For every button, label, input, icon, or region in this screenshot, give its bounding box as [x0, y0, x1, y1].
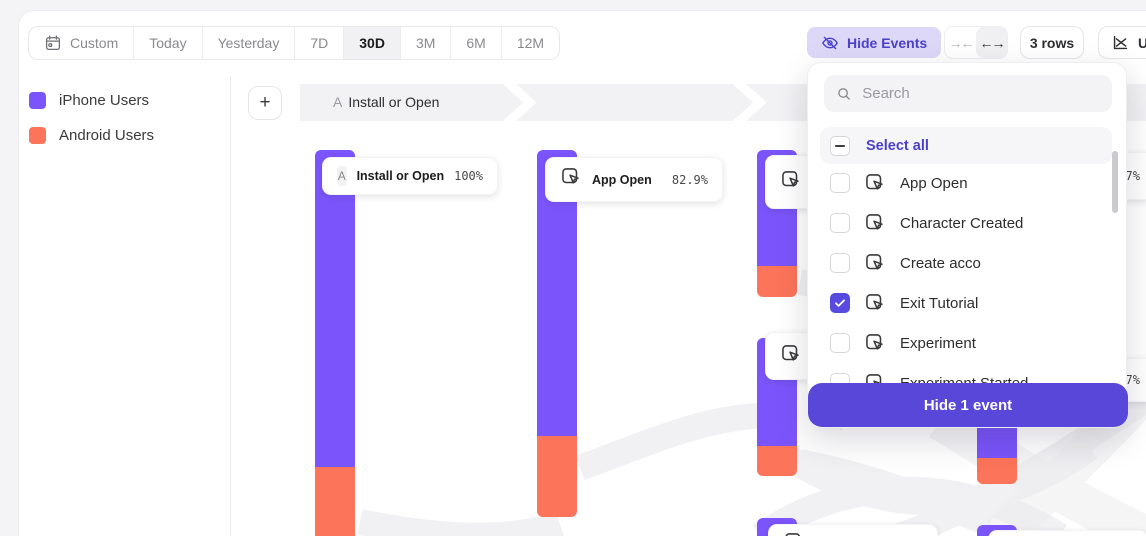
- step-letter: A: [333, 94, 343, 110]
- step-a-header: A Install or Open: [333, 94, 439, 110]
- legend-item[interactable]: iPhone Users: [29, 92, 154, 109]
- date-range-control: Custom Today Yesterday 7D 30D 3M 6M 12M: [28, 26, 561, 60]
- event-option-label: App Open: [900, 174, 968, 192]
- event-icon: [864, 332, 886, 354]
- hide-event-action-button[interactable]: Hide 1 event: [808, 383, 1128, 427]
- date-range-label: Today: [149, 35, 187, 51]
- step-card-app-open[interactable]: App Open 82.9%: [545, 157, 723, 202]
- funnel-bar-segment-orange[interactable]: [537, 436, 577, 517]
- step-a-badge: A: [337, 166, 347, 186]
- date-range-custom[interactable]: Custom: [29, 27, 135, 59]
- hide-events-label: Hide Events: [847, 34, 928, 51]
- date-range-label: Yesterday: [217, 35, 280, 51]
- event-option-create-acco[interactable]: Create acco: [808, 243, 1126, 283]
- dropdown-scrollbar[interactable]: [1112, 151, 1118, 213]
- date-range-label: 6M: [466, 35, 486, 51]
- legend-label: iPhone Users: [59, 92, 150, 109]
- event-icon: [864, 252, 886, 274]
- date-range-label: Custom: [70, 35, 119, 51]
- chart-button-label: U: [1138, 34, 1146, 51]
- event-icon: [783, 531, 805, 536]
- eye-off-icon: [822, 36, 838, 49]
- event-option-label: Create acco: [900, 254, 981, 272]
- line-chart-icon: [1113, 35, 1128, 50]
- add-step-button[interactable]: +: [248, 86, 282, 120]
- legend-swatch: [29, 92, 46, 109]
- search-field[interactable]: [824, 75, 1112, 112]
- funnel-bar-segment-orange[interactable]: [757, 446, 797, 476]
- card-percent: 100%: [454, 169, 483, 183]
- event-option-label: Character Created: [900, 214, 1024, 232]
- legend-item[interactable]: Android Users: [29, 127, 154, 144]
- legend-divider: [230, 76, 231, 536]
- search-icon: [838, 87, 850, 100]
- event-option-label: Experiment: [900, 334, 976, 352]
- step-card-install-or-open[interactable]: A Install or Open 100%: [322, 157, 498, 195]
- date-range-12m[interactable]: 12M: [502, 27, 559, 59]
- expand-columns-button[interactable]: ←→: [976, 27, 1007, 58]
- checkbox-unchecked[interactable]: [830, 333, 850, 353]
- legend-label: Android Users: [59, 127, 155, 144]
- event-icon: [864, 172, 886, 194]
- event-option-app-open[interactable]: App Open: [808, 163, 1126, 203]
- step-card-bottom-2[interactable]: [988, 530, 1146, 536]
- event-option-experiment[interactable]: Experiment: [808, 323, 1126, 363]
- date-range-3m[interactable]: 3M: [401, 27, 452, 59]
- date-range-yesterday[interactable]: Yesterday: [203, 27, 296, 59]
- calendar-icon: [44, 34, 62, 52]
- date-range-label: 30D: [359, 35, 385, 51]
- chart-type-button[interactable]: U: [1098, 26, 1146, 59]
- event-icon: [864, 212, 886, 234]
- search-input[interactable]: [862, 85, 1100, 102]
- funnel-bar-segment-purple[interactable]: [315, 150, 355, 467]
- funnel-bar-segment-orange[interactable]: [315, 467, 355, 536]
- funnel-bar-segment-orange[interactable]: [757, 266, 797, 297]
- collapse-columns-button[interactable]: →←: [948, 34, 975, 51]
- date-range-today[interactable]: Today: [134, 27, 203, 59]
- card-percent: 82.9%: [671, 172, 708, 187]
- date-range-7d[interactable]: 7D: [295, 27, 345, 59]
- funnel-bar-segment-orange[interactable]: [977, 458, 1017, 484]
- checkbox-unchecked[interactable]: [830, 253, 850, 273]
- checkbox-unchecked[interactable]: [830, 213, 850, 233]
- rows-button[interactable]: 3 rows: [1020, 26, 1084, 59]
- checkbox-unchecked[interactable]: [830, 173, 850, 193]
- event-icon: [780, 343, 802, 370]
- event-icon: [780, 169, 802, 196]
- date-range-30d[interactable]: 30D: [344, 27, 401, 59]
- card-title: App Open: [592, 172, 652, 187]
- date-range-6m[interactable]: 6M: [451, 27, 502, 59]
- event-icon: [864, 292, 886, 314]
- event-options-list: App Open Character Created Create acco Exit…: [808, 163, 1126, 403]
- legend-swatch: [29, 127, 46, 144]
- select-all-row[interactable]: Select all: [820, 127, 1112, 164]
- checkbox-checked[interactable]: [830, 293, 850, 313]
- date-range-label: 3M: [415, 35, 436, 51]
- column-width-control: →← ←→: [944, 26, 1008, 59]
- date-range-label: 7D: [310, 35, 329, 51]
- hide-events-dropdown: Select all App Open Character Created Crea…: [807, 62, 1128, 428]
- event-option-exit-tutorial[interactable]: Exit Tutorial: [808, 283, 1126, 323]
- event-option-character-created[interactable]: Character Created: [808, 203, 1126, 243]
- series-legend: iPhone Users Android Users: [29, 92, 154, 162]
- event-icon: [560, 166, 582, 193]
- hide-events-button[interactable]: Hide Events: [807, 27, 942, 58]
- step-card-bottom-1[interactable]: [768, 524, 938, 536]
- select-all-checkbox[interactable]: [830, 135, 850, 156]
- card-title: Install or Open: [356, 169, 445, 183]
- date-range-label: 12M: [516, 35, 545, 51]
- event-option-label: Exit Tutorial: [900, 294, 979, 312]
- rows-label: 3 rows: [1029, 34, 1075, 51]
- select-all-label: Select all: [866, 137, 929, 154]
- step-label: Install or Open: [348, 94, 440, 110]
